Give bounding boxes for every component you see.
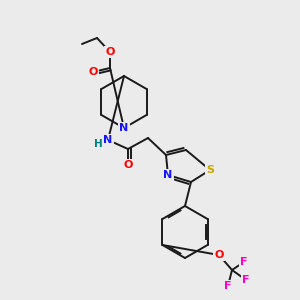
Text: O: O (88, 67, 98, 77)
Text: O: O (123, 160, 133, 170)
Text: N: N (103, 135, 112, 145)
Text: N: N (164, 170, 172, 180)
Text: O: O (214, 250, 224, 260)
Text: H: H (94, 139, 102, 149)
Text: N: N (119, 123, 129, 133)
Text: F: F (242, 275, 250, 285)
Text: O: O (105, 47, 115, 57)
Text: F: F (240, 257, 248, 267)
Text: F: F (224, 281, 232, 291)
Text: S: S (206, 165, 214, 175)
